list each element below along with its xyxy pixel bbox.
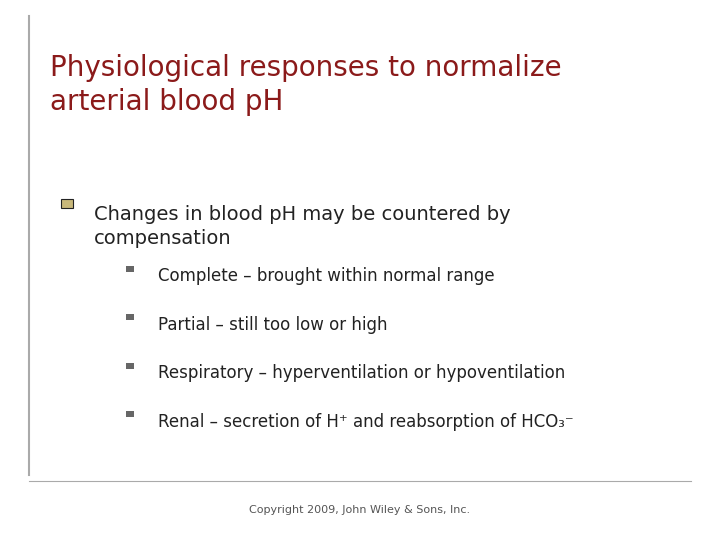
Text: Changes in blood pH may be countered by
compensation: Changes in blood pH may be countered by … [94, 205, 510, 248]
Text: Partial – still too low or high: Partial – still too low or high [158, 316, 388, 334]
FancyBboxPatch shape [126, 411, 134, 417]
FancyBboxPatch shape [126, 266, 134, 272]
Text: Respiratory – hyperventilation or hypoventilation: Respiratory – hyperventilation or hypove… [158, 364, 566, 382]
FancyBboxPatch shape [126, 363, 134, 369]
Text: Physiological responses to normalize
arterial blood pH: Physiological responses to normalize art… [50, 54, 562, 116]
Text: Complete – brought within normal range: Complete – brought within normal range [158, 267, 495, 285]
Text: Copyright 2009, John Wiley & Sons, Inc.: Copyright 2009, John Wiley & Sons, Inc. [249, 505, 471, 515]
Text: Renal – secretion of H⁺ and reabsorption of HCO₃⁻: Renal – secretion of H⁺ and reabsorption… [158, 413, 574, 431]
FancyBboxPatch shape [126, 314, 134, 320]
FancyBboxPatch shape [61, 199, 73, 208]
